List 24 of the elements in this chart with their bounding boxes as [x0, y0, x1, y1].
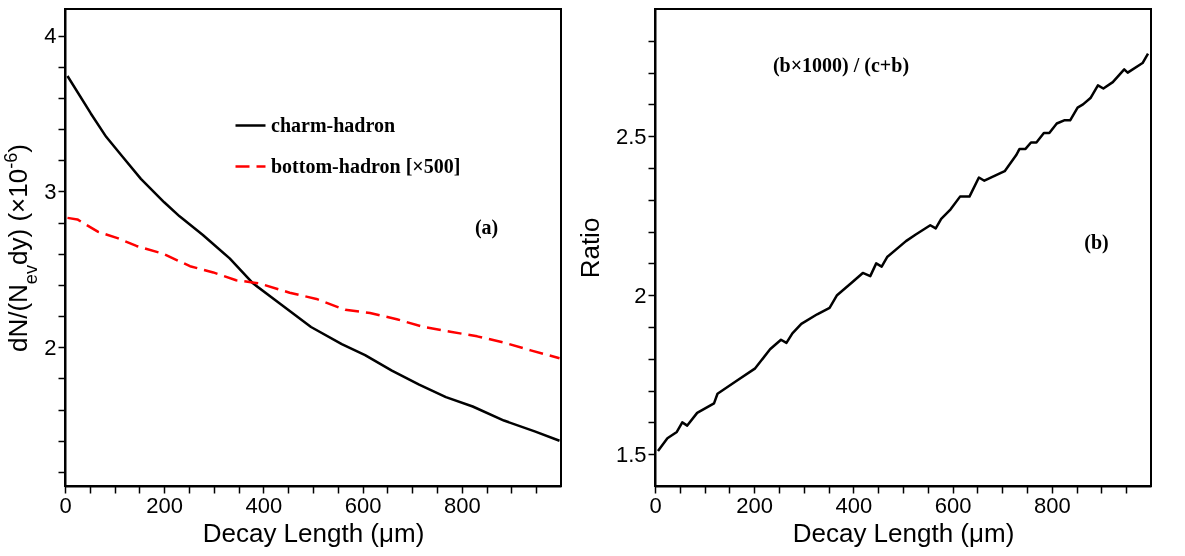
x-tick-label: 800: [1033, 492, 1071, 518]
x-tick-label: 600: [344, 492, 382, 518]
annotation: (b): [1084, 230, 1109, 254]
x-tick-label: 200: [736, 492, 774, 518]
x-tick-label: 400: [835, 492, 873, 518]
annotation: (b×1000) / (c+b): [772, 54, 910, 78]
y-axis-title: Ratio: [574, 217, 605, 279]
y-tick-label: 2: [44, 334, 57, 360]
y-tick-label: 3: [44, 178, 57, 204]
x-tick-label: 0: [59, 492, 72, 518]
y-tick-label: 2: [634, 282, 647, 308]
y-tick-label: 4: [44, 23, 57, 48]
x-axis-title: Decay Length (μm): [792, 517, 1015, 548]
x-tick-label: 400: [245, 492, 283, 518]
y-tick-label: 2.5: [615, 123, 647, 149]
legend-label: bottom-hadron [×500]: [271, 154, 461, 177]
x-axis-title: Decay Length (μm): [202, 517, 425, 548]
y-tick-label: 1.5: [615, 441, 647, 467]
x-tick-label: 600: [934, 492, 972, 518]
x-tick-label: 800: [443, 492, 481, 518]
legend-label: charm-hadron: [271, 113, 396, 136]
x-tick-label: 0: [649, 492, 662, 518]
annotation: (a): [474, 216, 499, 240]
x-tick-label: 200: [146, 492, 184, 518]
